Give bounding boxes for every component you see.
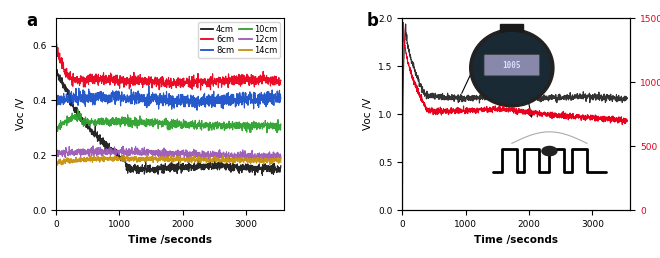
Y-axis label: Voc /V: Voc /V (363, 98, 373, 130)
X-axis label: Time /seconds: Time /seconds (475, 235, 558, 245)
Text: b: b (367, 12, 379, 30)
Y-axis label: Voc /V: Voc /V (16, 98, 26, 130)
Legend: 4cm, 6cm, 8cm, 10cm, 12cm, 14cm: 4cm, 6cm, 8cm, 10cm, 12cm, 14cm (199, 22, 280, 58)
Text: a: a (26, 12, 38, 30)
X-axis label: Time /seconds: Time /seconds (128, 235, 212, 245)
